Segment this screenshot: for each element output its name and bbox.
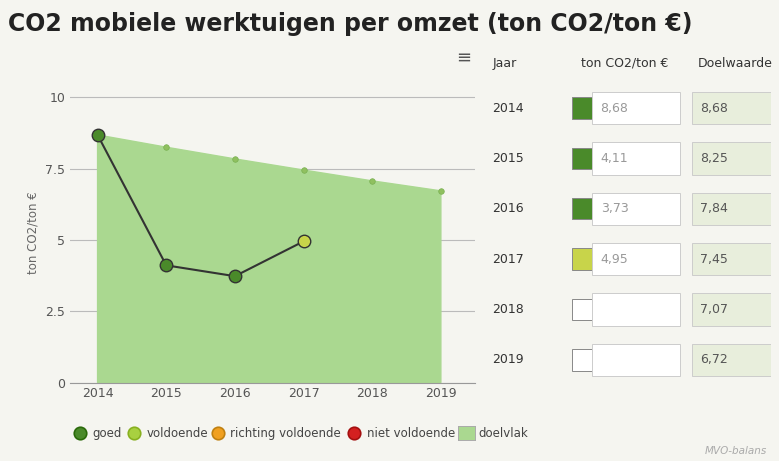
FancyBboxPatch shape: [692, 193, 771, 225]
FancyBboxPatch shape: [592, 343, 680, 376]
Text: 6,72: 6,72: [700, 353, 728, 366]
Text: 3,73: 3,73: [601, 202, 629, 215]
Text: CO2 mobiele werktuigen per omzet (ton CO2/ton €): CO2 mobiele werktuigen per omzet (ton CO…: [8, 12, 693, 35]
FancyBboxPatch shape: [572, 198, 608, 219]
FancyBboxPatch shape: [692, 92, 771, 124]
FancyBboxPatch shape: [692, 142, 771, 175]
Text: 2019: 2019: [492, 353, 524, 366]
FancyBboxPatch shape: [572, 299, 608, 320]
Text: voldoende: voldoende: [146, 427, 208, 440]
Text: 8,68: 8,68: [700, 101, 728, 114]
Text: 2018: 2018: [492, 303, 524, 316]
FancyBboxPatch shape: [572, 349, 608, 371]
Text: 8,68: 8,68: [601, 101, 629, 114]
FancyBboxPatch shape: [572, 148, 608, 169]
Text: 7,45: 7,45: [700, 253, 728, 266]
Text: Jaar: Jaar: [492, 57, 516, 70]
Text: 2016: 2016: [492, 202, 524, 215]
FancyBboxPatch shape: [692, 293, 771, 325]
Text: richting voldoende: richting voldoende: [231, 427, 341, 440]
FancyBboxPatch shape: [592, 142, 680, 175]
Text: 2015: 2015: [492, 152, 524, 165]
Text: Doelwaarde: Doelwaarde: [697, 57, 772, 70]
FancyBboxPatch shape: [572, 248, 608, 270]
Text: 7,84: 7,84: [700, 202, 728, 215]
Text: doelvlak: doelvlak: [478, 427, 527, 440]
FancyBboxPatch shape: [692, 243, 771, 275]
Text: 4,95: 4,95: [601, 253, 629, 266]
FancyBboxPatch shape: [572, 97, 608, 119]
FancyBboxPatch shape: [592, 293, 680, 325]
Text: 7,07: 7,07: [700, 303, 728, 316]
Polygon shape: [97, 135, 441, 383]
FancyBboxPatch shape: [592, 193, 680, 225]
Text: 8,25: 8,25: [700, 152, 728, 165]
Text: ≡: ≡: [456, 48, 471, 66]
Y-axis label: ton CO2/ton €: ton CO2/ton €: [26, 191, 40, 274]
Text: ton CO2/ton €: ton CO2/ton €: [580, 57, 668, 70]
Text: goed: goed: [92, 427, 122, 440]
FancyBboxPatch shape: [692, 343, 771, 376]
FancyBboxPatch shape: [592, 243, 680, 275]
Text: 2014: 2014: [492, 101, 524, 114]
Text: 2017: 2017: [492, 253, 524, 266]
Text: MVO-balans: MVO-balans: [705, 446, 767, 456]
FancyBboxPatch shape: [592, 92, 680, 124]
Text: niet voldoende: niet voldoende: [367, 427, 455, 440]
Text: 4,11: 4,11: [601, 152, 628, 165]
